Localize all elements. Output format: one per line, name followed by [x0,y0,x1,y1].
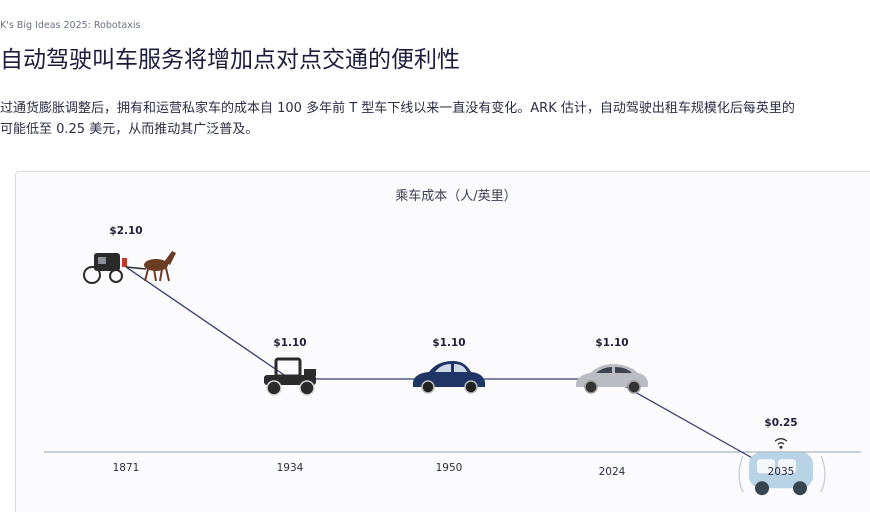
x-tick-label: 2024 [599,466,626,478]
data-label: $1.10 [432,337,465,349]
report-eyebrow: K's Big Ideas 2025: Robotaxis [0,20,141,31]
classic-sedan-icon [413,361,485,394]
intro-line-2: 可能低至 0.25 美元，从而推动其广泛普及。 [0,122,259,137]
x-tick-label: 1871 [113,462,140,474]
data-label: $1.10 [595,337,628,349]
x-tick-label: 1934 [277,462,304,474]
x-tick-label: 2035 [768,466,795,478]
data-label: $0.25 [764,417,797,429]
model-t-car-icon [264,357,316,396]
data-label: $2.10 [109,225,142,237]
ride-cost-chart: 乘车成本（人/英里） $2.10 1871 $1.10 1934 $1.10 1950 $1.… [44,188,861,496]
modern-sedan-icon [576,364,648,394]
horse-carriage-icon [83,251,176,284]
data-label: $1.10 [273,337,306,349]
intro-paragraph: 过通货膨胀调整后，拥有和运营私家车的成本自 100 多年前 T 型车下线以来一直… [0,98,870,140]
chart-card: 乘车成本（人/英里） $2.10 1871 $1.10 1934 $1.10 1950 $1.… [15,171,870,512]
chart-title: 乘车成本（人/英里） [395,188,516,204]
intro-line-1: 过通货膨胀调整后，拥有和运营私家车的成本自 100 多年前 T 型车下线以来一直… [0,101,795,116]
x-tick-label: 1950 [436,462,463,474]
page-title: 自动驾驶叫车服务将增加点对点交通的便利性 [0,47,460,73]
